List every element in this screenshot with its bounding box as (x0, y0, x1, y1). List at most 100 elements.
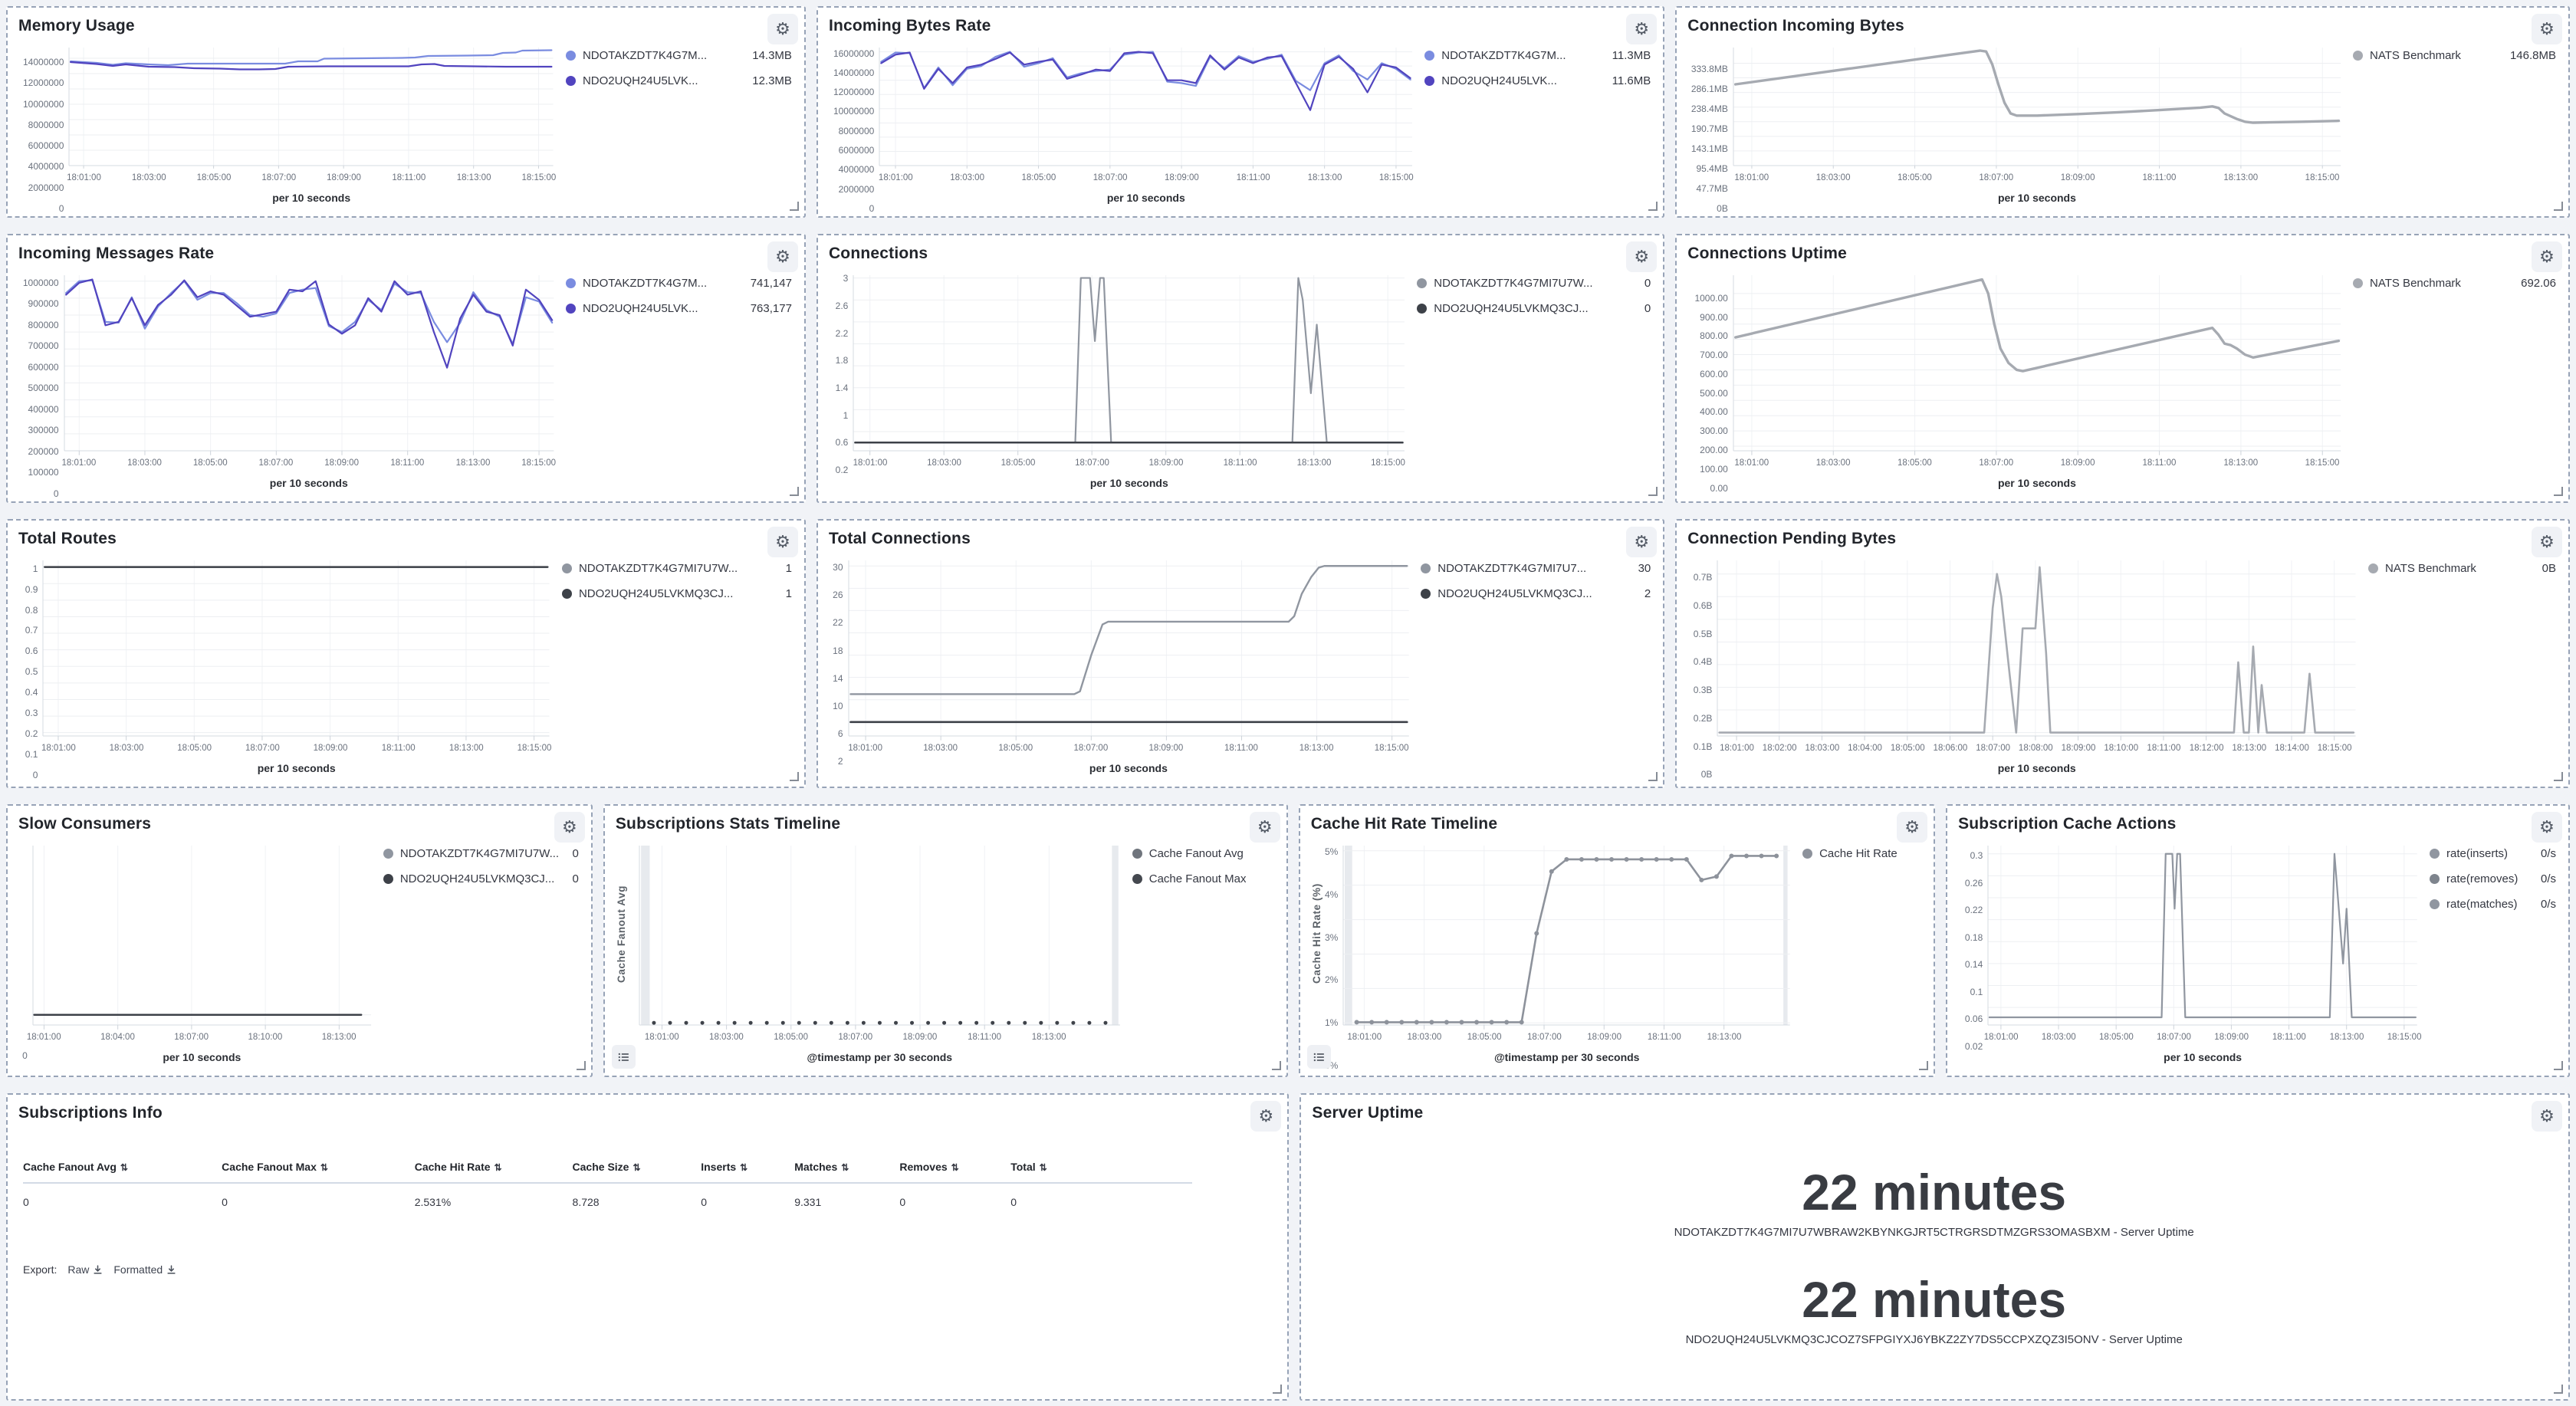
legend-item[interactable]: NDO2UQH24U5LVKMQ3CJ... 0 (1417, 302, 1651, 315)
y-tick-label: 16000000 (833, 48, 875, 59)
resize-handle[interactable] (1648, 202, 1658, 211)
panel-settings-button[interactable]: ⚙ (767, 527, 798, 557)
metric-value: 22 minutes (1802, 1271, 2067, 1329)
resize-handle[interactable] (1271, 1061, 1281, 1070)
legend-item[interactable]: NDOTAKZDT7K4G7MI7U7W... 0 (383, 847, 579, 860)
gear-icon: ⚙ (1904, 817, 1920, 836)
panel-settings-button[interactable]: ⚙ (767, 241, 798, 272)
x-axis-title: @timestamp per 30 seconds (1493, 1051, 1640, 1063)
column-header[interactable]: Total ⇅ (1010, 1155, 1192, 1184)
resize-handle[interactable] (789, 487, 799, 496)
resize-handle[interactable] (2554, 772, 2563, 781)
panel-settings-button[interactable]: ⚙ (1626, 241, 1658, 272)
column-header[interactable]: Inserts ⇅ (701, 1155, 795, 1184)
legend-item[interactable]: NDO2UQH24U5LVKMQ3CJ... 1 (561, 587, 792, 600)
resize-handle[interactable] (1273, 1385, 1283, 1394)
y-tick-label: 10000000 (23, 98, 64, 110)
panel-settings-button[interactable]: ⚙ (1626, 527, 1658, 557)
panel-settings-button[interactable]: ⚙ (1249, 812, 1280, 843)
column-header[interactable]: Cache Fanout Max ⇅ (222, 1155, 415, 1184)
legend-item[interactable]: rate(matches) 0/s (2430, 898, 2556, 911)
panel-settings-button[interactable]: ⚙ (2532, 241, 2562, 272)
x-tick-label: 18:07:00 (245, 744, 280, 753)
x-tick-label: 18:10:00 (248, 1033, 283, 1042)
panel-settings-button[interactable]: ⚙ (1626, 14, 1658, 44)
legend-dot-icon (2430, 899, 2440, 909)
resize-handle[interactable] (2554, 487, 2563, 496)
legend: NDOTAKZDT7K4G7MI7U7W... 0 NDO2UQH24U5LVKMQ… (371, 846, 579, 1068)
chart-plot (1343, 846, 1790, 1025)
column-header[interactable]: Cache Hit Rate ⇅ (414, 1155, 573, 1184)
legend-item[interactable]: NATS Benchmark 692.06 (2353, 277, 2556, 290)
x-tick-label: 18:03:00 (2041, 1033, 2076, 1042)
x-tick-label: 18:15:00 (1374, 744, 1409, 753)
panel-header: Connections ⚙ (829, 241, 1658, 272)
legend-item[interactable]: NDO2UQH24U5LVK... 12.3MB (565, 74, 792, 87)
dashboard-row: Total Routes ⚙ 0 0.1 0.2 0.3 0.4 0.5 0.6 0.7 0.8 0.… (6, 519, 2570, 788)
legend-item[interactable]: rate(removes) 0/s (2430, 872, 2556, 885)
legend-item[interactable]: NATS Benchmark 146.8MB (2353, 49, 2556, 62)
legend-label: NATS Benchmark (2370, 277, 2461, 290)
resize-handle[interactable] (2554, 202, 2563, 211)
column-header[interactable]: Removes ⇅ (899, 1155, 1011, 1184)
panel-settings-button[interactable]: ⚙ (767, 14, 798, 44)
x-tick-label: 18:03:00 (1815, 458, 1851, 468)
x-tick-label: 18:15:00 (2387, 1033, 2422, 1042)
column-header[interactable]: Cache Size ⇅ (572, 1155, 702, 1184)
column-header[interactable]: Cache Fanout Avg ⇅ (23, 1155, 222, 1184)
legend-item[interactable]: Cache Fanout Avg (1132, 847, 1274, 860)
legend-item[interactable]: NDOTAKZDT7K4G7M... 11.3MB (1424, 49, 1651, 62)
legend-item[interactable]: NDOTAKZDT7K4G7MI7U7... 30 (1421, 562, 1651, 575)
legend-dot-icon (1421, 589, 1431, 599)
legend-item[interactable]: NDO2UQH24U5LVK... 11.6MB (1424, 74, 1651, 87)
resize-handle[interactable] (2554, 1061, 2563, 1070)
resize-handle[interactable] (1919, 1061, 1929, 1070)
legend-item[interactable]: rate(inserts) 0/s (2430, 847, 2556, 860)
x-tick-label: 18:07:00 (1979, 458, 2014, 468)
y-tick-label: 0.1 (25, 748, 38, 760)
panel-settings-button[interactable]: ⚙ (2532, 812, 2562, 843)
y-tick-label: 900.00 (1700, 311, 1728, 323)
x-tick-label: 18:04:00 (100, 1033, 135, 1042)
legend-item[interactable]: NDO2UQH24U5LVKMQ3CJ... 0 (383, 872, 579, 885)
metric-label: NDOTAKZDT7K4G7MI7U7WBRAW2KBYNKGJRT5CTRGR… (1674, 1225, 2194, 1239)
resize-handle[interactable] (2554, 1385, 2563, 1394)
resize-handle[interactable] (1648, 772, 1658, 781)
y-tick-label: 600000 (28, 361, 59, 373)
y-tick-label: 300.00 (1700, 425, 1728, 437)
y-tick-label: 6 (837, 728, 843, 740)
panel-settings-button[interactable]: ⚙ (2532, 527, 2562, 557)
legend-item[interactable]: NDO2UQH24U5LVK... 763,177 (565, 302, 792, 315)
resize-handle[interactable] (1648, 487, 1658, 496)
gear-icon: ⚙ (1257, 817, 1273, 836)
legend-item[interactable]: NDOTAKZDT7K4G7MI7U7W... 0 (1417, 277, 1651, 290)
plot-column: 18:01:00 18:03:00 18:05:00 18:07:00 18:09:00… (64, 275, 554, 494)
column-header[interactable]: Matches ⇅ (794, 1155, 900, 1184)
resize-handle[interactable] (789, 202, 799, 211)
panel-title: Incoming Bytes Rate (828, 17, 991, 34)
legend-toggle-button[interactable] (1306, 1045, 1331, 1069)
panel-settings-button[interactable]: ⚙ (1897, 812, 1928, 843)
legend-item[interactable]: NDOTAKZDT7K4G7M... 741,147 (565, 277, 792, 290)
legend-toggle-button[interactable] (611, 1045, 636, 1069)
legend-item[interactable]: Cache Fanout Max (1132, 872, 1274, 885)
legend-item[interactable]: NDO2UQH24U5LVKMQ3CJ... 2 (1421, 587, 1651, 600)
legend-item[interactable]: NDOTAKZDT7K4G7M... 14.3MB (565, 49, 792, 62)
x-tick-label: 18:09:00 (2061, 744, 2096, 753)
export-formatted-link[interactable]: Formatted (113, 1263, 176, 1276)
legend-item[interactable]: NDOTAKZDT7K4G7MI7U7W... 1 (561, 562, 792, 575)
resize-handle[interactable] (576, 1061, 586, 1070)
x-tick-label: 18:09:00 (1165, 173, 1199, 182)
panel-settings-button[interactable]: ⚙ (2532, 1101, 2562, 1132)
resize-handle[interactable] (789, 772, 799, 781)
x-tick-label: 18:05:00 (1890, 744, 1925, 753)
panel-settings-button[interactable]: ⚙ (2532, 14, 2562, 44)
panel-settings-button[interactable]: ⚙ (1250, 1101, 1282, 1132)
x-tick-label: 18:09:00 (313, 744, 348, 753)
panel-settings-button[interactable]: ⚙ (554, 812, 585, 843)
plot-column: 18:01:00 18:03:00 18:05:00 18:07:00 18:09:00… (639, 846, 1120, 1068)
legend-item[interactable]: Cache Hit Rate (1802, 847, 1921, 860)
export-raw-link[interactable]: Raw (67, 1263, 103, 1276)
subscriptions-table: Cache Fanout Avg ⇅ Cache Fanout Max ⇅ Cache … (23, 1155, 1192, 1214)
legend-item[interactable]: NATS Benchmark 0B (2368, 562, 2556, 575)
